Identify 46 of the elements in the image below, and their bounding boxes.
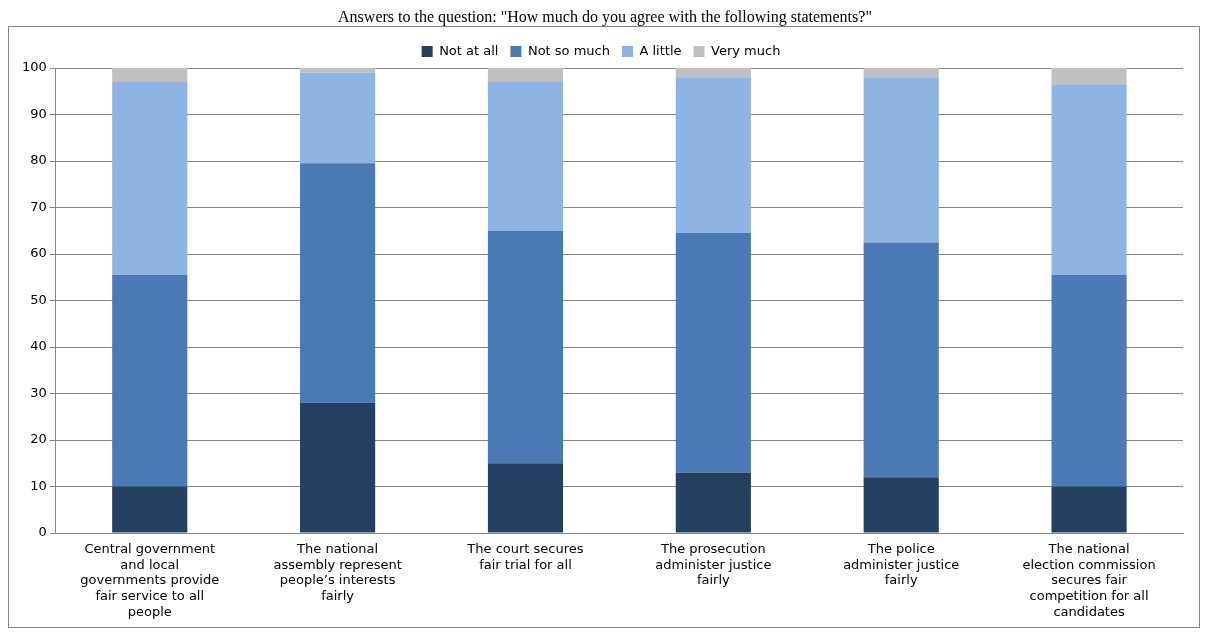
bar <box>112 486 188 533</box>
bar <box>863 68 939 78</box>
x-tick-label: The prosecution administer justice fairly <box>655 541 772 588</box>
bar <box>112 68 188 82</box>
bar <box>300 163 376 403</box>
bar <box>675 472 751 533</box>
y-tick-label: 0 <box>38 524 47 540</box>
legend-label: Not at all <box>439 42 499 58</box>
legend-label: A little <box>639 42 682 58</box>
bar <box>675 77 751 234</box>
x-tick-label: The police administer justice fairly <box>843 541 960 588</box>
bar <box>300 72 376 164</box>
legend-label: Not so much <box>527 42 610 58</box>
bar <box>112 81 188 275</box>
bar <box>487 81 564 231</box>
y-tick-label: 60 <box>30 245 47 261</box>
bar <box>675 233 751 473</box>
bar <box>300 68 376 73</box>
bar <box>863 77 939 243</box>
bar <box>487 463 564 533</box>
legend-label: Very much <box>711 42 781 58</box>
y-tick-label: 70 <box>30 198 47 214</box>
y-tick-label: 40 <box>30 338 47 354</box>
chart-title: Answers to the question: "How much do you agree with the following statements?" <box>337 8 873 26</box>
y-tick-label: 100 <box>21 59 47 75</box>
x-tick-label: The national assembly represent people’s interests fairly <box>273 541 402 603</box>
y-tick-label: 90 <box>30 105 47 121</box>
x-tick-label: Central government and local governments provide fair service to all people <box>80 541 220 619</box>
bar <box>487 230 564 464</box>
bar <box>1051 84 1127 275</box>
y-tick-label: 50 <box>30 291 47 307</box>
y-tick-label: 80 <box>30 152 47 168</box>
bar <box>1051 486 1127 533</box>
bar <box>300 402 376 533</box>
y-tick-label: 10 <box>30 477 47 493</box>
x-tick-label: The national election commission secures fair competition for all candidates <box>1022 541 1156 619</box>
bar <box>1051 274 1127 487</box>
bar <box>675 68 751 78</box>
bar <box>863 477 939 533</box>
y-tick-label: 20 <box>30 431 47 447</box>
bar <box>863 242 939 478</box>
x-tick-label: The court secures fair trial for all <box>466 541 584 572</box>
y-tick-label: 30 <box>30 384 47 400</box>
bar <box>1051 68 1127 85</box>
bar <box>487 68 564 82</box>
bar <box>112 274 188 487</box>
